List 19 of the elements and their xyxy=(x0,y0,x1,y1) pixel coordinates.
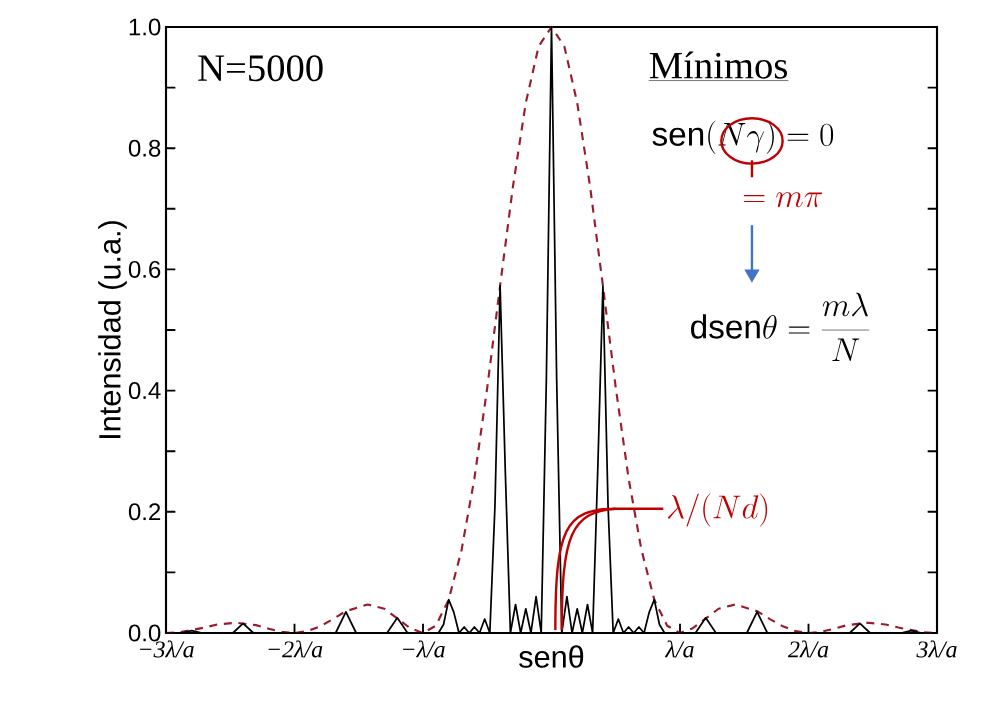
x-tick-label: −λ/a xyxy=(403,640,445,658)
annotation: $= m\pi$ xyxy=(743,192,823,208)
y-tick-label: 0.6 xyxy=(128,260,161,278)
x-tick-label: 2λ/a xyxy=(788,640,829,658)
y-tick-label: 0.0 xyxy=(128,624,161,642)
x-tick-label: λ/a xyxy=(664,640,694,658)
y-tick-label: 1.0 xyxy=(129,18,161,36)
x-tick-label: −2λ/a xyxy=(268,640,323,658)
x-axis-title: senθ xyxy=(519,645,584,668)
annotation: $\lambda/(Nd)$ xyxy=(667,493,768,527)
annotation: N=5000 xyxy=(198,55,323,82)
x-tick-label: 3λ/a xyxy=(916,640,957,658)
x-tick-label: −3λ/a xyxy=(140,640,194,658)
y-tick-label: 0.2 xyxy=(128,503,161,521)
annotation: $\mathrm{dsen}\theta = \frac{m\lambda}{N}$ xyxy=(691,292,870,362)
y-tick-label: 0.8 xyxy=(128,139,161,157)
y-tick-label: 0.4 xyxy=(128,382,161,400)
y-axis-title: Intensidad (u.a.) xyxy=(98,221,127,438)
annotation: Mínimos xyxy=(649,51,788,79)
